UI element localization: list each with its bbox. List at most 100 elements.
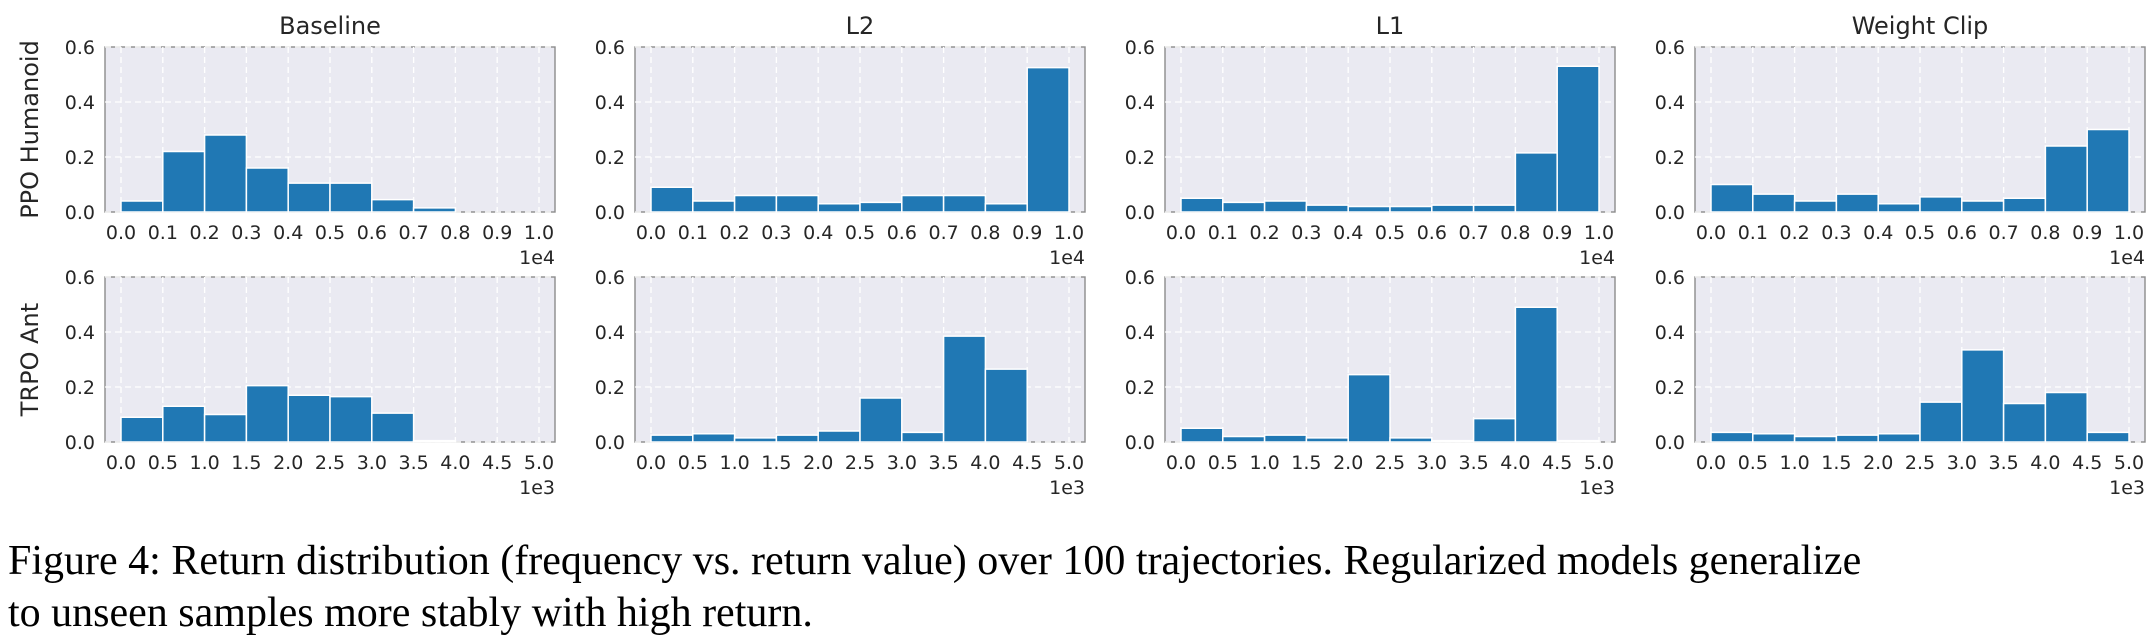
x-tick-label: 0.1 [148,222,178,244]
histogram-bar [203,134,248,213]
x-tick-label: 0.5 [148,452,178,474]
x-tick-label: 0.4 [1863,222,1893,244]
figure-caption: Figure 4: Return distribution (frequency… [8,535,2148,639]
histogram-bar [2044,391,2088,443]
x-tick-label: 0.0 [636,452,666,474]
x-tick-label: 1.0 [189,452,219,474]
x-tick-label: 3.5 [1458,452,1488,474]
histogram-bar [1877,433,1921,443]
histogram-bar [1793,200,1838,213]
histogram-bar [1961,200,2005,213]
histogram-bar [2086,431,2130,443]
x-tick-label: 1.0 [719,452,749,474]
y-tick-label: 0.2 [595,147,625,169]
y-tick-label: 0.0 [595,202,625,224]
y-tick-label: 0.6 [595,37,625,59]
x-tick-label: 0.8 [970,222,1000,244]
x-tick-label: 2.0 [273,452,303,474]
x-tick-label: 5.0 [1054,452,1084,474]
histogram-bar [371,198,415,213]
histogram-bar [650,186,694,213]
x-tick-label: 0.0 [106,222,136,244]
histogram-bar [1472,204,1517,213]
y-tick-label: 0.6 [1655,267,1685,289]
x-tick-label: 0.6 [357,222,387,244]
histogram-bar [1710,431,1754,443]
x-tick-label: 0.0 [1696,222,1726,244]
row-label: PPO Humanoid [16,40,44,219]
y-tick-label: 0.0 [1655,432,1685,454]
x-tick-label: 0.3 [1291,222,1321,244]
x-tick-label: 0.4 [803,222,833,244]
x-tick-label: 4.0 [970,452,1000,474]
y-tick-label: 0.6 [65,37,95,59]
histogram-bar [1222,201,1266,213]
y-tick-label: 0.0 [1655,202,1685,224]
y-tick-label: 0.2 [65,377,95,399]
histogram-bar [412,207,457,213]
histogram-bar [1556,65,1600,213]
histogram-figure: 0.0 0.2 0.4 0.6 0.0 0.1 0.2 0.3 0.4 0.5 0.6 0.7 0.8 0… [16,12,2146,499]
x-tick-label: 1.0 [1054,222,1084,244]
panel-6: 0.0 0.2 0.4 0.6 0.0 0.5 1.0 1.5 2.0 2.5 3.0 3.5 4.0 4… [595,267,1086,499]
y-tick-label: 0.6 [1125,267,1155,289]
y-tick-label: 0.4 [1125,322,1155,344]
histogram-bar [2002,197,2047,213]
histogram-bar [1389,205,1433,213]
y-tick-label: 0.4 [1655,322,1685,344]
x-scale-label: 1e3 [1049,477,1085,499]
y-tick-label: 0.0 [595,432,625,454]
x-tick-label: 0.5 [1208,452,1238,474]
histogram-bar [942,194,987,213]
x-tick-label: 3.0 [1417,452,1447,474]
histogram-bar [859,397,903,443]
x-tick-label: 0.5 [1738,452,1768,474]
histogram-bar [692,200,736,213]
x-tick-label: 0.0 [1696,452,1726,474]
x-tick-label: 0.0 [1166,222,1196,244]
x-tick-label: 0.4 [1333,222,1363,244]
panel-3: 0.0 0.2 0.4 0.6 0.0 0.1 0.2 0.3 0.4 0.5 0.6 0.7 0.8 0… [1125,12,1616,269]
x-tick-label: 0.3 [761,222,791,244]
x-tick-label: 0.9 [2072,222,2102,244]
panel-1: 0.0 0.2 0.4 0.6 0.0 0.1 0.2 0.3 0.4 0.5 0.6 0.7 0.8 0… [16,12,556,269]
panel-title: Weight Clip [1852,12,1989,40]
x-tick-label: 4.5 [1542,452,1572,474]
x-scale-label: 1e4 [1579,247,1615,269]
histogram-bar [1514,306,1558,443]
x-tick-label: 3.0 [1947,452,1977,474]
x-tick-label: 0.7 [928,222,958,244]
histogram-bar [1710,183,1754,213]
histogram-bar [1180,197,1224,213]
x-tick-label: 1.5 [231,452,261,474]
histogram-bar [859,201,903,213]
x-tick-label: 0.6 [887,222,917,244]
histogram-bar [650,434,694,443]
histogram-bar [245,384,289,443]
histogram-bar [1347,373,1391,443]
panel-title: L2 [846,12,875,40]
x-tick-label: 0.1 [678,222,708,244]
y-tick-label: 0.6 [65,267,95,289]
histogram-bar [1431,204,1475,213]
panel-4: 0.0 0.2 0.4 0.6 0.0 0.1 0.2 0.3 0.4 0.5 0.6 0.7 0.8 0… [1655,12,2146,269]
histogram-bar [1793,435,1838,443]
histogram-bar [1389,437,1433,443]
x-tick-label: 2.0 [1863,452,1893,474]
y-tick-label: 0.2 [1125,377,1155,399]
histogram-bar [287,182,331,213]
histogram-bar [1556,439,1600,443]
histogram-bar [1752,193,1796,213]
x-tick-label: 4.5 [2072,452,2102,474]
y-tick-label: 0.4 [1125,92,1155,114]
histogram-bar [1835,434,1879,443]
x-tick-label: 0.0 [636,222,666,244]
x-tick-label: 3.5 [398,452,428,474]
x-tick-label: 5.0 [524,452,554,474]
x-tick-label: 4.0 [2030,452,2060,474]
x-tick-label: 4.0 [440,452,470,474]
histogram-bar [245,167,289,213]
x-tick-label: 5.0 [2114,452,2144,474]
x-tick-label: 2.5 [1375,452,1405,474]
histogram-bar [1305,204,1349,213]
